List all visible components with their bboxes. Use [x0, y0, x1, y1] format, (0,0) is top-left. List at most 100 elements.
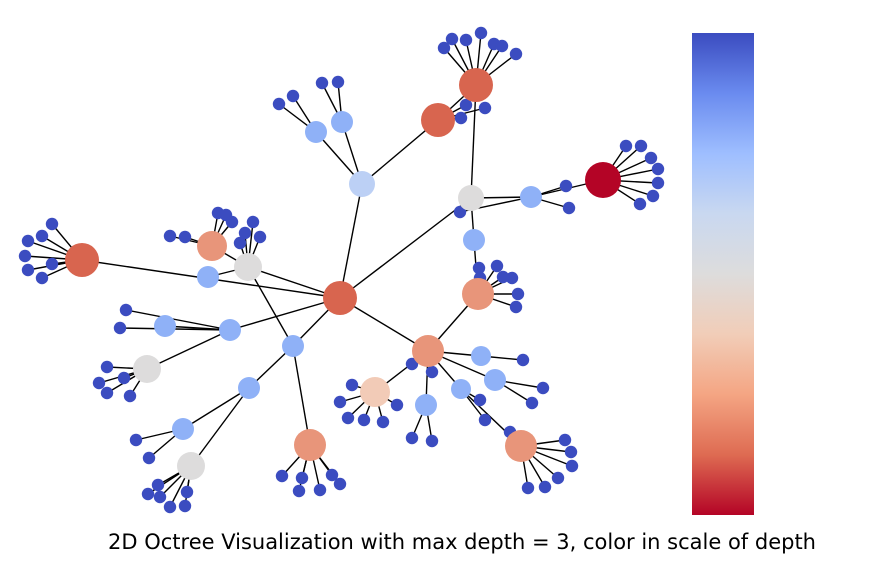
- leaf-node: [634, 139, 648, 153]
- leaf-node: [45, 257, 59, 271]
- leaf-node: [21, 263, 35, 277]
- octree-node: [505, 430, 537, 462]
- leaf-node: [564, 445, 578, 459]
- octree-node: [484, 369, 506, 391]
- octree-node: [305, 121, 327, 143]
- tree-edge: [229, 297, 341, 331]
- leaf-node: [253, 230, 267, 244]
- leaf-node: [333, 477, 347, 491]
- leaf-node: [92, 376, 106, 390]
- depth-colorbar: [692, 33, 754, 515]
- leaf-node: [292, 484, 306, 498]
- octree-node: [238, 377, 260, 399]
- tree-edge: [292, 345, 311, 446]
- octree-node: [520, 186, 542, 208]
- octree-node: [471, 346, 491, 366]
- leaf-node: [473, 393, 487, 407]
- leaf-node: [341, 411, 355, 425]
- leaf-node: [454, 111, 468, 125]
- leaf-node: [646, 189, 660, 203]
- octree-node: [421, 103, 455, 137]
- leaf-node: [478, 413, 492, 427]
- leaf-node: [425, 365, 439, 379]
- leaf-node: [472, 261, 486, 275]
- leaf-node: [325, 468, 339, 482]
- leaf-node: [141, 487, 155, 501]
- leaf-node: [562, 201, 576, 215]
- leaf-node: [437, 41, 451, 55]
- leaf-node: [651, 176, 665, 190]
- octree-node: [172, 418, 194, 440]
- leaf-node: [123, 389, 137, 403]
- leaf-node: [295, 471, 309, 485]
- octree-node: [177, 452, 205, 480]
- leaf-node: [180, 485, 194, 499]
- leaf-node: [536, 381, 550, 395]
- leaf-node: [538, 480, 552, 494]
- octree-node: [219, 319, 241, 341]
- octree-node: [412, 335, 444, 367]
- leaf-node: [113, 321, 127, 335]
- tree-edge: [339, 197, 472, 299]
- tree-edge: [190, 387, 250, 467]
- leaf-node: [35, 229, 49, 243]
- leaf-node: [505, 271, 519, 285]
- leaf-node: [474, 26, 488, 40]
- leaf-node: [521, 481, 535, 495]
- leaf-node: [331, 75, 345, 89]
- leaf-node: [459, 33, 473, 47]
- leaf-node: [644, 151, 658, 165]
- leaf-node: [272, 97, 286, 111]
- leaf-node: [163, 500, 177, 514]
- leaf-node: [315, 76, 329, 90]
- octree-node: [360, 377, 390, 407]
- leaf-node: [558, 433, 572, 447]
- octree-node: [459, 68, 493, 102]
- leaf-node: [516, 353, 530, 367]
- leaf-node: [376, 415, 390, 429]
- octree-node: [197, 231, 227, 261]
- leaf-node: [178, 230, 192, 244]
- octree-node: [415, 394, 437, 416]
- leaf-edge: [125, 309, 231, 331]
- leaf-node: [509, 300, 523, 314]
- octree-node: [282, 335, 304, 357]
- octree-node: [349, 171, 375, 197]
- octree-node: [133, 355, 161, 383]
- leaf-node: [151, 478, 165, 492]
- octree-node: [294, 429, 326, 461]
- leaf-node: [275, 469, 289, 483]
- leaf-node: [286, 89, 300, 103]
- leaf-node: [100, 360, 114, 374]
- leaf-node: [100, 386, 114, 400]
- octree-node: [154, 315, 176, 337]
- leaf-node: [18, 249, 32, 263]
- tree-edge: [247, 266, 294, 347]
- octree-node: [585, 162, 621, 198]
- tree-edge: [146, 329, 231, 370]
- tree-edge: [182, 387, 250, 430]
- octree-node: [462, 278, 494, 310]
- leaf-node: [559, 179, 573, 193]
- leaf-node: [495, 39, 509, 53]
- leaf-node: [246, 215, 260, 229]
- tree-edge: [470, 84, 477, 199]
- leaf-node: [119, 303, 133, 317]
- leaf-node: [45, 217, 59, 231]
- leaf-node: [459, 98, 473, 112]
- octree-node: [463, 229, 485, 251]
- graph-nodes: [18, 26, 665, 514]
- leaf-node: [313, 483, 327, 497]
- leaf-node: [233, 236, 247, 250]
- octree-node: [197, 266, 219, 288]
- leaf-node: [405, 357, 419, 371]
- leaf-node: [178, 499, 192, 513]
- leaf-node: [445, 32, 459, 46]
- leaf-node: [117, 371, 131, 385]
- octree-node: [458, 185, 484, 211]
- leaf-node: [511, 287, 525, 301]
- leaf-node: [509, 47, 523, 61]
- leaf-node: [225, 215, 239, 229]
- leaf-node: [496, 270, 510, 284]
- leaf-node: [357, 413, 371, 427]
